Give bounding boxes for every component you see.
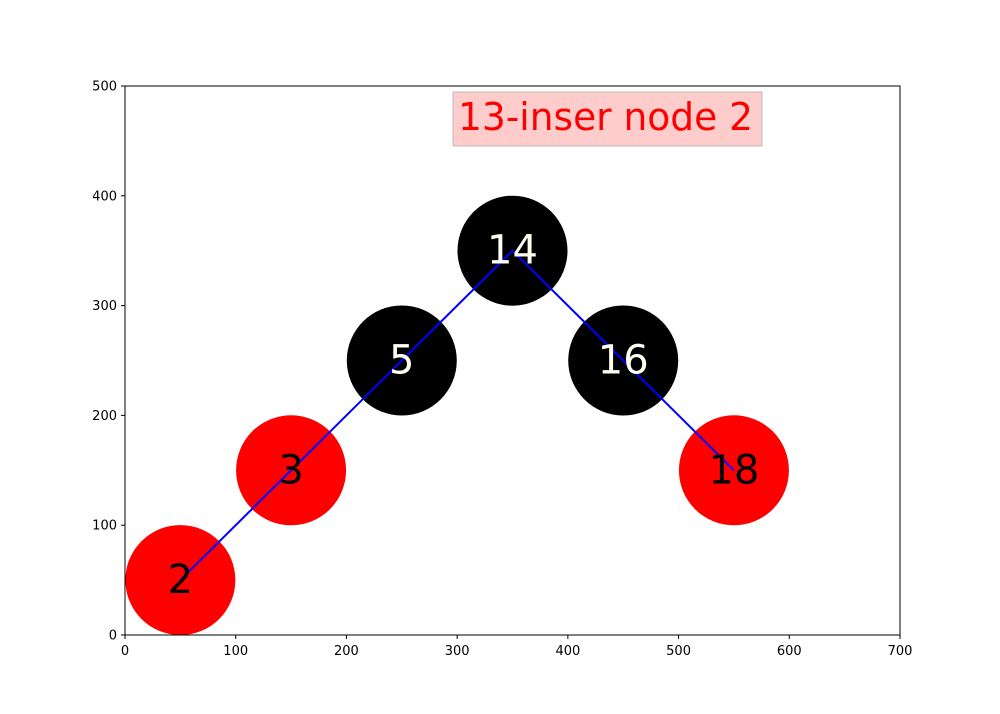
node-label-3: 3 (278, 447, 303, 493)
edge-14-16 (511, 249, 624, 362)
edge-16-18 (622, 359, 735, 472)
node-label-14: 14 (487, 228, 538, 274)
node-label-16: 16 (598, 338, 649, 384)
y-tick-label: 200 (92, 409, 117, 424)
x-tick-label: 100 (223, 644, 248, 659)
x-tick-label: 0 (121, 644, 129, 659)
title-text: 13-inser node 2 (458, 95, 753, 139)
x-tick-label: 300 (445, 644, 470, 659)
title-box (452, 91, 763, 147)
y-tick-label: 100 (92, 519, 117, 534)
x-tick-label: 500 (666, 644, 691, 659)
y-tick-label: 400 (92, 189, 117, 204)
title-annotation: 13-inser node 2 (452, 91, 763, 147)
edge-14-5 (401, 249, 514, 362)
nodes-layer: 14 5 16 3 18 2 (125, 195, 789, 636)
node-label-5: 5 (389, 338, 414, 384)
axes-frame (124, 85, 901, 636)
x-tick-label: 700 (888, 644, 913, 659)
x-tick-label: 200 (334, 644, 359, 659)
y-tick-label: 0 (109, 629, 117, 644)
edge-5-3 (290, 359, 403, 472)
node-label-18: 18 (708, 447, 759, 493)
x-tick-label: 600 (777, 644, 802, 659)
y-tick-label: 500 (92, 80, 117, 95)
x-tick-label: 400 (555, 644, 580, 659)
node-label-2: 2 (168, 557, 193, 603)
ticks-layer: 0 100 200 300 400 500 600 700 0 100 200 300 400 500 (92, 80, 912, 660)
edge-3-2 (179, 469, 292, 581)
y-tick-label: 300 (92, 299, 117, 314)
